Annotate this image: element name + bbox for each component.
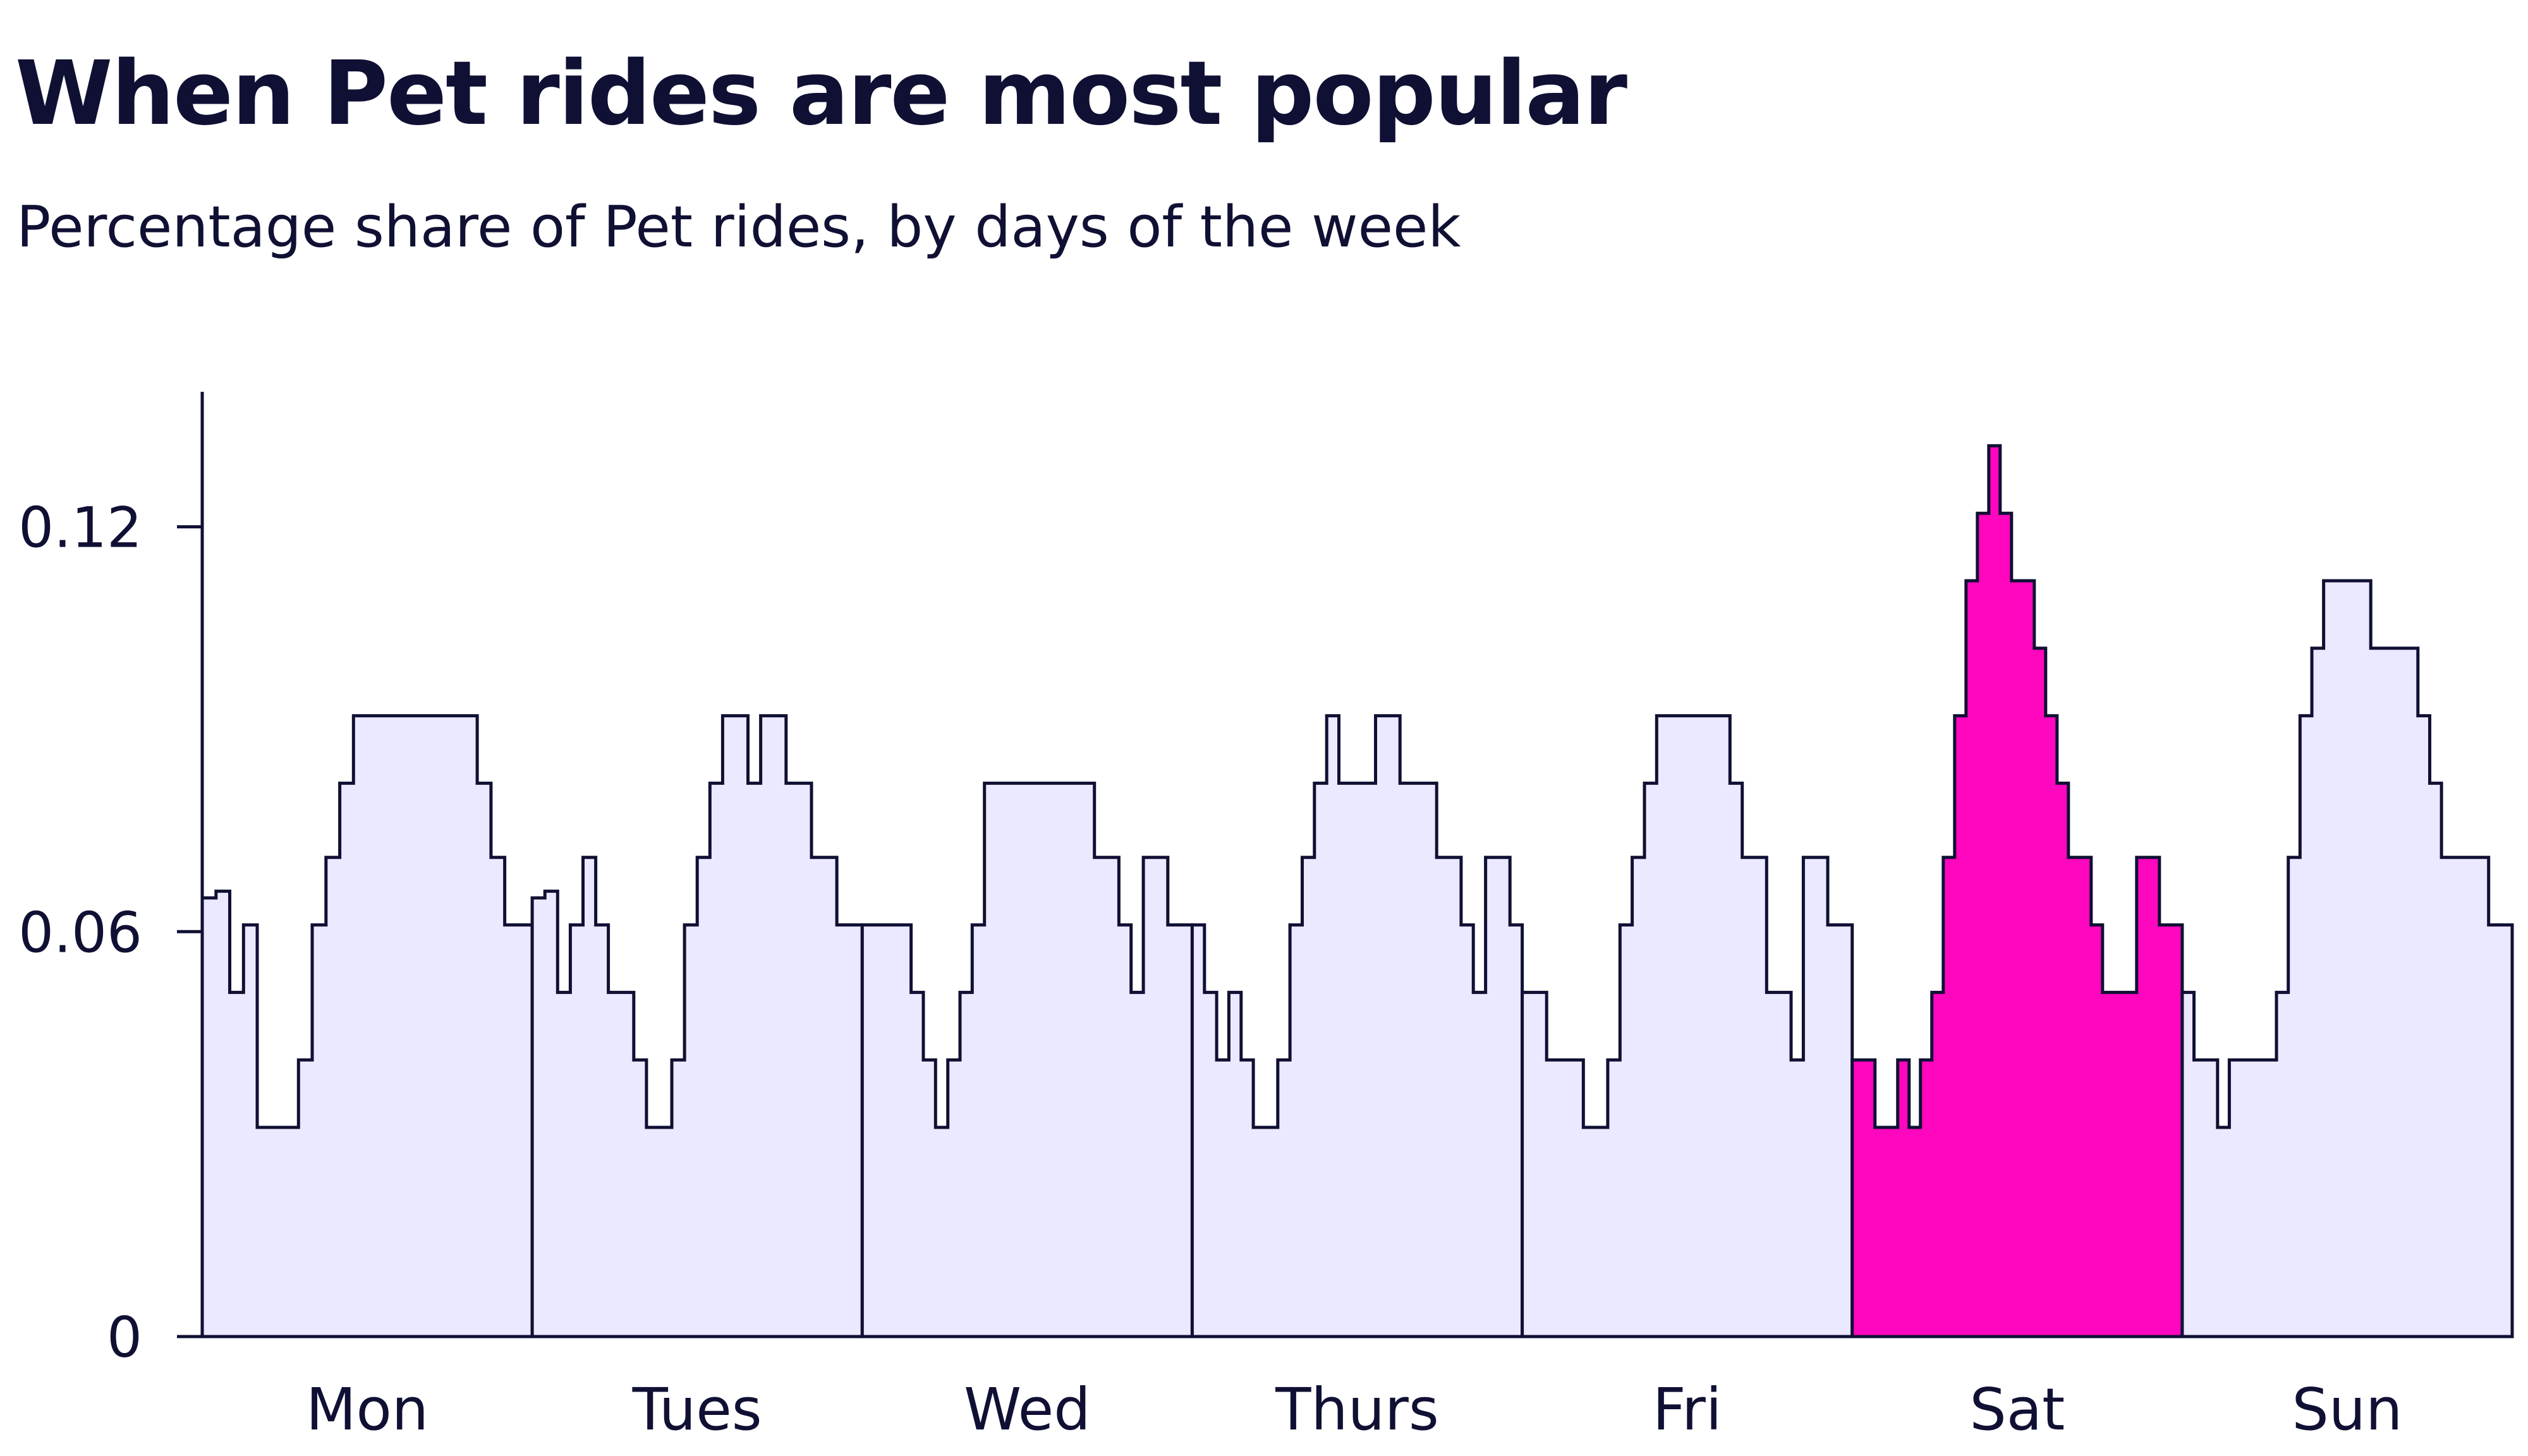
- chart-title: When Pet rides are most popular: [15, 42, 1627, 145]
- day-areas: [200, 444, 2514, 1338]
- area-thurs: [1190, 714, 1524, 1338]
- y-tick-label: 0.06: [18, 900, 142, 965]
- area-fri: [1521, 714, 1854, 1338]
- area-wed: [860, 781, 1194, 1338]
- x-tick-label-wed: Wed: [964, 1376, 1091, 1443]
- area-tues: [530, 714, 864, 1338]
- y-tick-label: 0.12: [18, 495, 142, 561]
- y-tick-label: 0: [107, 1305, 142, 1370]
- x-tick-label-fri: Fri: [1653, 1376, 1722, 1443]
- x-tick-label-sun: Sun: [2292, 1376, 2402, 1443]
- chart-subtitle: Percentage share of Pet rides, by days o…: [16, 194, 1461, 260]
- chart-axes: Mon Tues Wed Thurs Fri Sat Sun 0 0.06 0.12: [18, 392, 2512, 1443]
- area-mon: [200, 714, 534, 1338]
- x-tick-label-tues: Tues: [632, 1376, 762, 1443]
- x-tick-label-sat: Sat: [1969, 1376, 2065, 1443]
- area-sun: [2180, 579, 2514, 1338]
- x-tick-label-mon: Mon: [306, 1376, 428, 1443]
- area-sat: [1850, 444, 2184, 1338]
- x-tick-label-thurs: Thurs: [1275, 1376, 1439, 1443]
